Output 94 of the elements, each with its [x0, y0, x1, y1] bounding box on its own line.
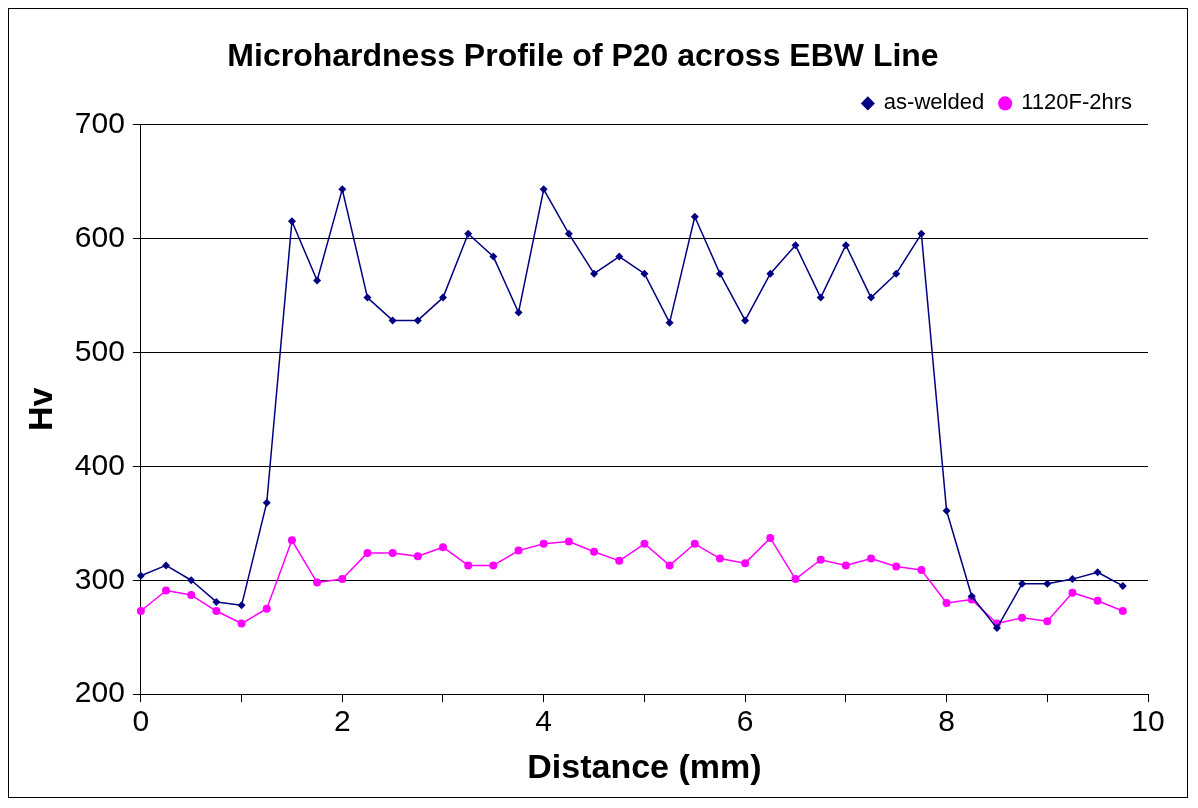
- point: [237, 619, 246, 628]
- point: [590, 547, 599, 556]
- x-tick-label: 10: [1131, 704, 1165, 738]
- point: [816, 555, 825, 564]
- point: [615, 252, 624, 261]
- point: [287, 217, 296, 226]
- point: [514, 308, 523, 317]
- point: [640, 269, 649, 278]
- point: [665, 561, 674, 570]
- point: [590, 269, 599, 278]
- point: [715, 269, 724, 278]
- point: [665, 318, 674, 327]
- point: [464, 229, 473, 238]
- point: [741, 316, 750, 325]
- point: [439, 543, 447, 552]
- x-tick-label: 0: [132, 704, 150, 738]
- point: [338, 185, 347, 194]
- point: [313, 276, 322, 285]
- point: [237, 601, 246, 610]
- x-tick-label: 4: [535, 704, 553, 738]
- point: [640, 539, 649, 548]
- point: [564, 229, 573, 238]
- point: [136, 607, 145, 616]
- point: [489, 252, 498, 261]
- point: [388, 548, 397, 557]
- point: [1093, 568, 1102, 577]
- point: [1093, 596, 1102, 605]
- point: [942, 506, 951, 515]
- point: [917, 565, 926, 574]
- y-tick-label: 200: [74, 675, 125, 709]
- point: [162, 586, 171, 595]
- point: [262, 498, 271, 507]
- point: [867, 293, 876, 302]
- x-tick-label: 8: [938, 704, 955, 738]
- point: [741, 559, 750, 568]
- point: [715, 554, 724, 563]
- x-tick-label: 2: [333, 704, 351, 738]
- point: [690, 539, 699, 548]
- point: [363, 293, 372, 302]
- point: [690, 212, 699, 221]
- x-tick-label: 6: [736, 704, 754, 738]
- point: [514, 546, 523, 555]
- point: [841, 241, 850, 250]
- point: [1068, 575, 1077, 584]
- y-tick-label: 600: [74, 219, 125, 253]
- point: [464, 561, 473, 570]
- y-tick-label: 300: [74, 561, 125, 595]
- point: [841, 561, 850, 570]
- x-axis-title: Distance (mm): [527, 746, 762, 785]
- point: [816, 293, 825, 302]
- point: [313, 578, 322, 587]
- point: [791, 241, 800, 250]
- point: [942, 599, 951, 608]
- point: [187, 591, 196, 600]
- point: [539, 539, 548, 548]
- y-axis-title: Hv: [20, 387, 59, 432]
- point: [162, 561, 171, 570]
- point: [136, 571, 145, 580]
- point: [363, 548, 372, 557]
- chart-title: Microhardness Profile of P20 across EBW Line: [227, 37, 939, 74]
- point: [187, 576, 196, 585]
- legend-label: as-welded: [883, 89, 985, 115]
- point: [892, 562, 901, 571]
- point: [867, 554, 876, 563]
- legend-label: 1120F-2hrs: [1021, 89, 1132, 115]
- point: [489, 561, 498, 570]
- point: [1043, 617, 1052, 626]
- point: [1043, 579, 1052, 588]
- point: [917, 229, 926, 238]
- y-tick-label: 700: [74, 105, 125, 139]
- point: [212, 607, 221, 616]
- point: [439, 293, 447, 302]
- point: [1068, 588, 1077, 597]
- point: [212, 597, 221, 606]
- point: [892, 269, 901, 278]
- point: [1018, 613, 1027, 622]
- point: [539, 185, 548, 194]
- point: [413, 552, 422, 561]
- y-tick-label: 400: [74, 447, 125, 481]
- point: [287, 536, 296, 545]
- point: [766, 269, 775, 278]
- point: [1118, 607, 1127, 616]
- y-tick-label: 500: [74, 333, 125, 367]
- point: [564, 537, 573, 546]
- point: [388, 316, 397, 325]
- point: [1018, 579, 1027, 588]
- point: [1118, 581, 1127, 590]
- point: [992, 624, 1001, 633]
- point: [262, 604, 271, 613]
- point: [791, 575, 800, 584]
- point: [766, 534, 775, 543]
- point: [338, 575, 347, 584]
- point: [413, 316, 422, 325]
- point: [615, 556, 624, 565]
